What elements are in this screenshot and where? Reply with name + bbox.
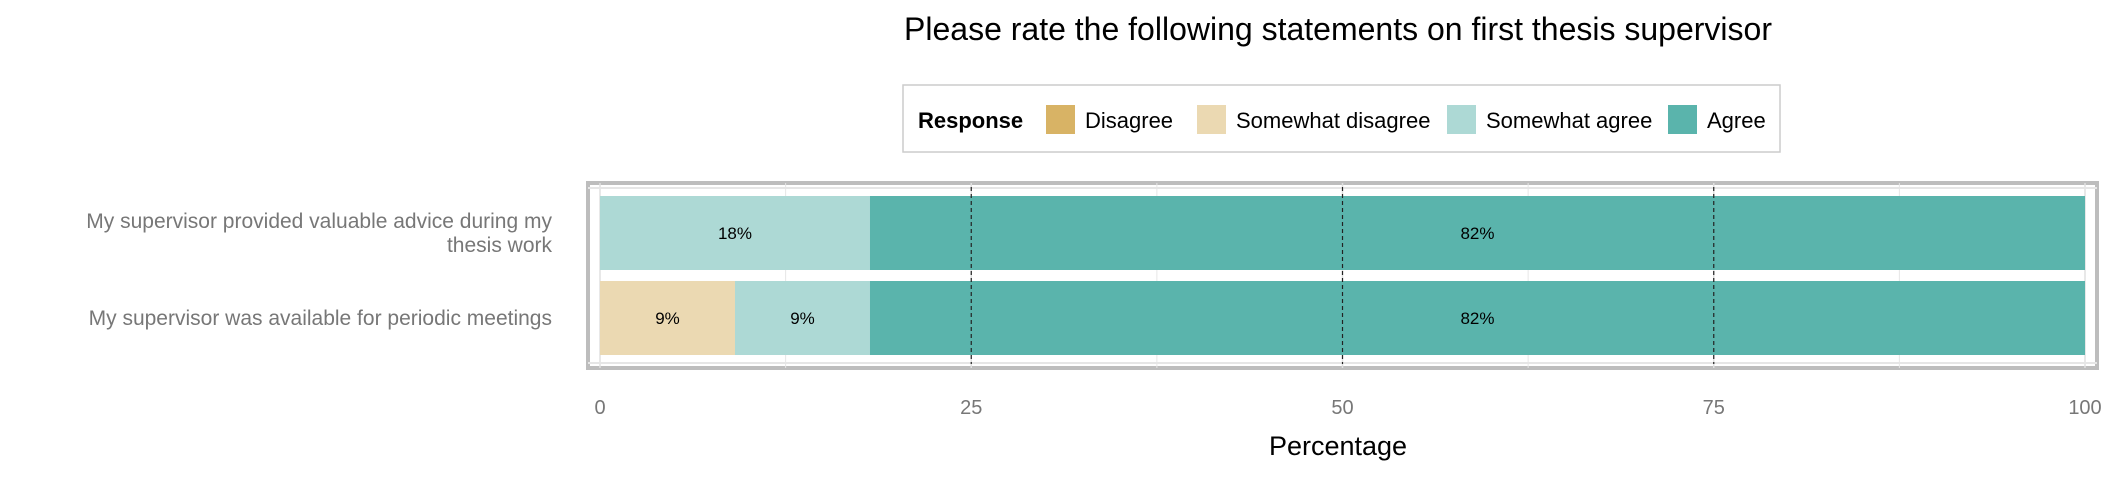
data-label: 18%	[718, 224, 752, 243]
x-tick-label: 0	[594, 397, 605, 419]
legend-key	[1447, 105, 1476, 134]
bar-segment	[869, 281, 2085, 355]
category-label: My supervisor provided valuable advice d…	[86, 210, 552, 233]
category-label: My supervisor was available for periodic…	[89, 307, 552, 330]
legend-title: Response	[918, 108, 1023, 133]
data-label: 9%	[655, 309, 680, 328]
bar-segment	[734, 281, 870, 355]
legend-label: Somewhat disagree	[1236, 108, 1430, 133]
chart-title: Please rate the following statements on …	[904, 11, 1772, 47]
bars: 18% 82% 9% 9% 82%	[600, 187, 2085, 364]
x-tick-label: 100	[2068, 397, 2101, 419]
x-tick-label: 75	[1703, 397, 1725, 419]
legend-label: Somewhat agree	[1486, 108, 1652, 133]
bar-segment	[600, 196, 870, 270]
data-label: 82%	[1460, 309, 1494, 328]
legend-key	[1046, 105, 1075, 134]
legend-key	[1197, 105, 1226, 134]
x-axis-title: Percentage	[1269, 431, 1407, 461]
category-labels: My supervisor provided valuable advice d…	[86, 210, 552, 330]
x-tick-label: 50	[1331, 397, 1353, 419]
x-tick-label: 25	[960, 397, 982, 419]
category-label: thesis work	[447, 234, 553, 257]
legend: Response Disagree Somewhat disagree Somewh…	[902, 84, 1781, 153]
data-label: 82%	[1460, 224, 1494, 243]
legend-key	[1668, 105, 1697, 134]
x-axis-ticks: 0 25 50 75 100	[594, 397, 2101, 419]
legend-label: Agree	[1707, 108, 1766, 133]
data-label: 9%	[790, 309, 815, 328]
bar-segment	[600, 281, 735, 355]
bar-segment	[869, 196, 2085, 270]
legend-label: Disagree	[1085, 108, 1173, 133]
